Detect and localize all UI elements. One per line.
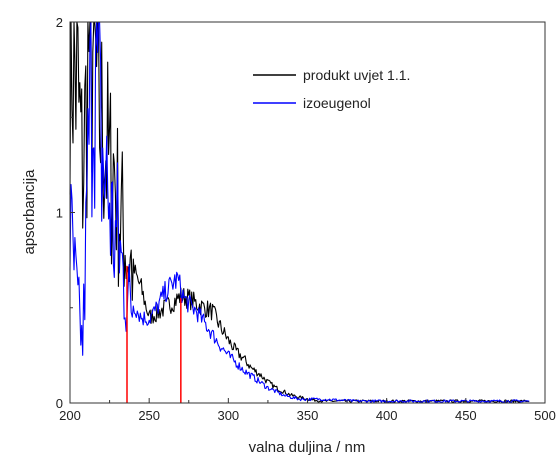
x-tick-label-350: 350 (297, 408, 319, 423)
x-tick-label-500: 500 (534, 408, 556, 423)
x-tick-label-400: 400 (376, 408, 398, 423)
y-tick-label-2: 2 (56, 15, 63, 30)
legend-label-2: izoeugenol (303, 95, 371, 111)
marker-layer (126, 265, 182, 403)
x-tick-label-450: 450 (455, 408, 477, 423)
series-line-1 (69, 21, 530, 403)
x-tick-label-300: 300 (217, 408, 239, 423)
x-axis-title: valna duljina / nm (249, 439, 366, 456)
y-tick-label-0: 0 (56, 396, 63, 411)
x-tick-label-200: 200 (59, 408, 81, 423)
axis-layer: 200 250 300 350 400 450 500 0 1 2 (56, 15, 556, 423)
legend: produkt uvjet 1.1. izoeugenol (253, 67, 410, 111)
series-line-2 (69, 21, 530, 403)
legend-label-1: produkt uvjet 1.1. (303, 67, 410, 83)
y-tick-label-1: 1 (56, 206, 63, 221)
y-axis-title: apsorbancija (21, 169, 38, 255)
series-layer (69, 21, 530, 403)
x-tick-label-250: 250 (138, 408, 160, 423)
